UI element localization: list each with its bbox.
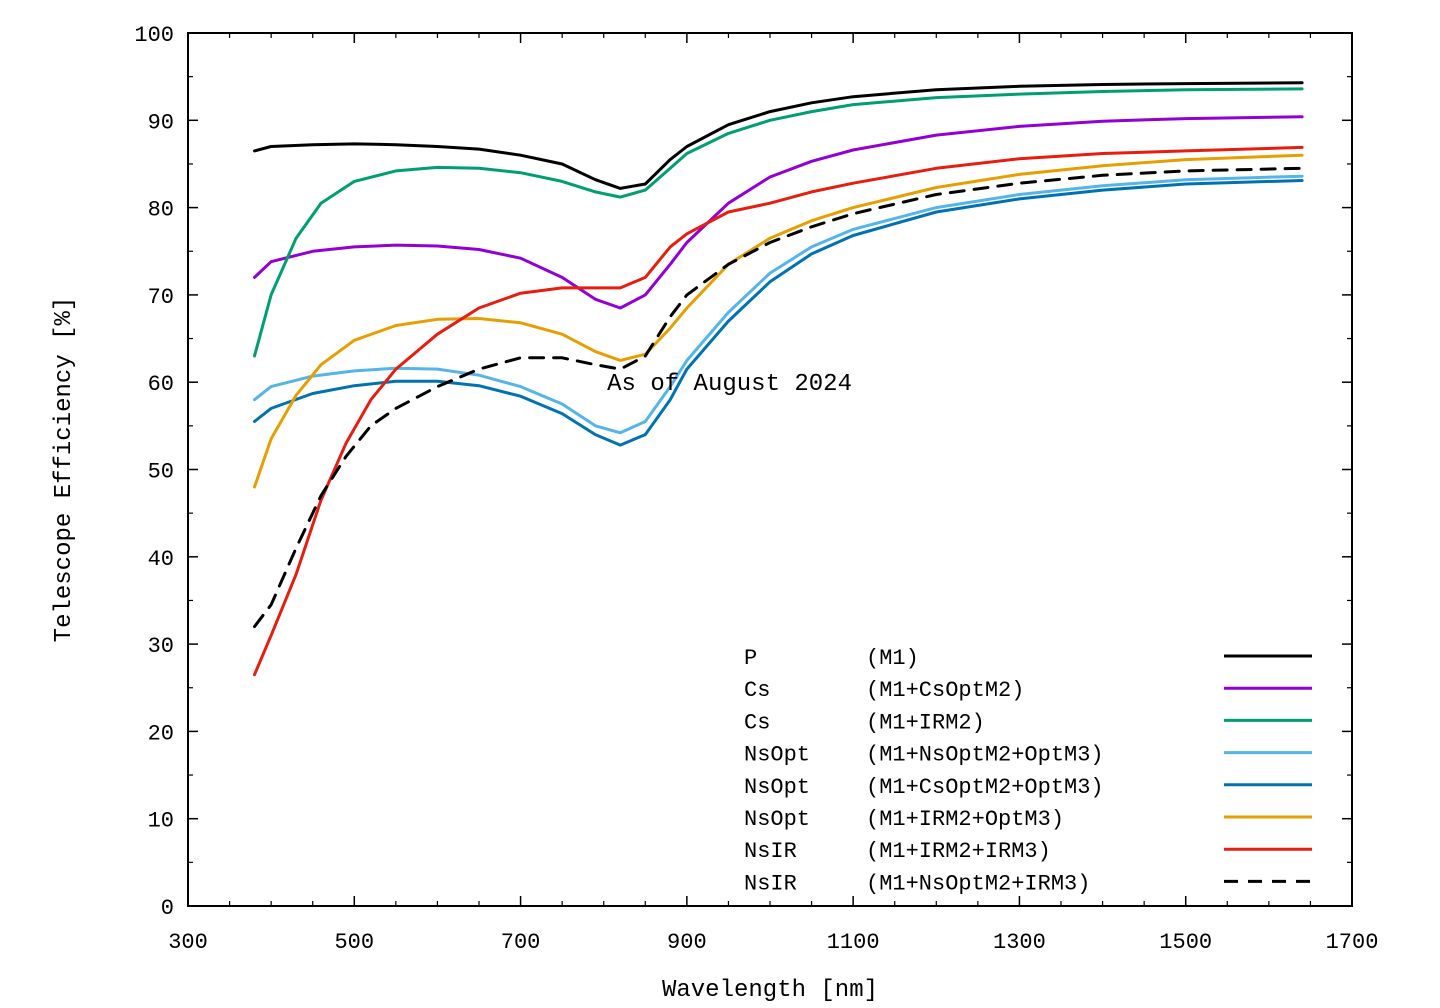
y-tick-label: 50 [148,460,174,485]
legend-label: NsIR [744,871,797,896]
y-tick-label: 20 [148,721,174,746]
x-tick-label: 1300 [993,930,1046,955]
y-tick-label: 10 [148,809,174,834]
series-line-1 [253,115,1304,310]
series-line-0 [253,81,1304,190]
y-tick-label: 40 [148,547,174,572]
y-tick-label: 100 [134,23,174,48]
ticks-layer: 0 10 20 30 40 50 60 70 80 90 100 300 500 700 900 1100 13… [134,23,1378,955]
x-tick-label: 1500 [1159,930,1212,955]
legend-config: (M1+NsOptM2+IRM3) [866,871,1090,896]
y-tick-label: 80 [148,198,174,223]
legend-label: Cs [744,710,770,735]
x-tick-label: 500 [334,930,374,955]
legend-config: (M1+CsOptM2) [866,678,1024,703]
series-line-6 [253,145,1304,677]
legend-config: (M1) [866,646,919,671]
x-tick-label: 900 [667,930,707,955]
series-line-2 [253,87,1304,358]
series-line-3 [253,174,1304,435]
legend: P (M1) Cs (M1+CsOptM2) Cs (M1+IRM2) NsOpt (M1+N… [744,646,1312,896]
x-tick-label: 1100 [827,930,880,955]
y-tick-label: 30 [148,634,174,659]
legend-config: (M1+IRM2+OptM3) [866,807,1064,832]
y-axis-title: Telescope Efficiency [%] [51,297,78,643]
series-line-5 [253,153,1304,489]
y-tick-label: 90 [148,110,174,135]
x-axis-title: Wavelength [nm] [662,977,878,1004]
legend-label: Cs [744,678,770,703]
series-line-4 [253,179,1304,447]
y-tick-label: 60 [148,372,174,397]
y-tick-label: 0 [161,896,174,921]
legend-label: P [744,646,757,671]
legend-label: NsOpt [744,807,810,832]
y-tick-label: 70 [148,285,174,310]
series-layer [253,81,1304,677]
x-tick-label: 1700 [1326,930,1379,955]
legend-config: (M1+IRM2+IRM3) [866,839,1051,864]
series-line-7 [253,166,1304,629]
legend-config: (M1+IRM2) [866,710,985,735]
legend-label: NsOpt [744,743,810,768]
chart-annotation: As of August 2024 [607,371,852,398]
legend-config: (M1+CsOptM2+OptM3) [866,775,1104,800]
x-tick-label: 300 [168,930,208,955]
legend-label: NsOpt [744,775,810,800]
legend-config: (M1+NsOptM2+OptM3) [866,743,1104,768]
legend-label: NsIR [744,839,797,864]
x-tick-label: 700 [501,930,541,955]
